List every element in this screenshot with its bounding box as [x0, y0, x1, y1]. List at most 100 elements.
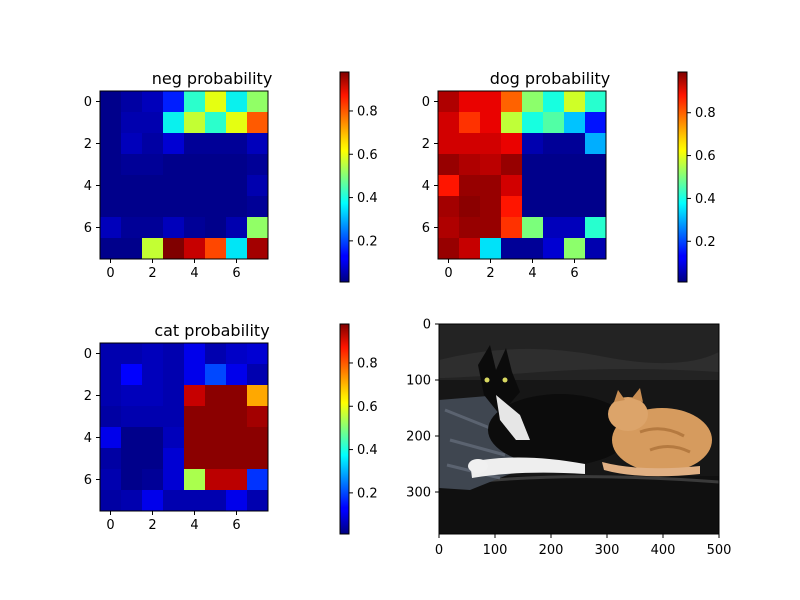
colorbar-tick-label: 0.8	[357, 104, 378, 119]
heatmap-cell	[184, 448, 206, 470]
heatmap-cell	[247, 469, 269, 491]
heatmap-cell	[543, 175, 565, 197]
heatmap-cell	[205, 196, 227, 218]
heatmap-cell	[480, 112, 502, 134]
heatmap-cell	[480, 175, 502, 197]
x-tick-label: 400	[651, 543, 676, 558]
colorbar-tick-label: 0.4	[695, 192, 716, 207]
heatmap-cell	[142, 385, 164, 407]
heatmap-cell	[121, 364, 143, 386]
y-tick-label: 200	[406, 430, 431, 445]
heatmap-cell	[163, 133, 185, 155]
heatmap-cell	[226, 112, 248, 134]
heatmap-cell	[100, 196, 122, 218]
heatmap-cell	[564, 91, 586, 113]
heatmap-cell	[564, 238, 586, 260]
y-tick-label: 2	[84, 137, 92, 152]
cat-ears	[614, 388, 643, 402]
heatmap-cell	[247, 196, 269, 218]
heatmap-cell	[459, 91, 481, 113]
colorbar-tick-label: 0.8	[695, 106, 716, 121]
heatmap-cell	[121, 175, 143, 197]
heatmap-cell	[501, 133, 523, 155]
colorbar-tick-label: 0.4	[357, 443, 378, 458]
heatmap-cell	[184, 196, 206, 218]
heatmap-cell	[163, 175, 185, 197]
heatmap-cell	[121, 427, 143, 449]
cat-head	[608, 397, 648, 431]
heatmap-cell	[205, 154, 227, 176]
cat-stripes	[639, 427, 691, 454]
heatmap-cell	[247, 112, 269, 134]
heatmap-cell	[184, 238, 206, 260]
heatmap-cell	[142, 406, 164, 428]
heatmap-cell	[247, 427, 269, 449]
heatmap-cell	[121, 406, 143, 428]
heatmap-cell	[163, 364, 185, 386]
y-tick-label: 300	[406, 486, 431, 501]
x-tick-label: 4	[528, 266, 536, 281]
x-tick-label: 2	[486, 266, 494, 281]
heatmap-cell	[564, 175, 586, 197]
heatmap-cell	[226, 217, 248, 239]
heatmap-cell	[205, 385, 227, 407]
heatmap-cell	[163, 91, 185, 113]
heatmap-cell	[184, 406, 206, 428]
heatmap-cell	[501, 238, 523, 260]
heatmap-cell	[142, 112, 164, 134]
colorbar-frame	[339, 71, 350, 283]
colorbar-frame	[339, 323, 350, 535]
x-tick-label: 200	[539, 543, 564, 558]
heatmap-cell	[247, 364, 269, 386]
heatmap-cell	[100, 217, 122, 239]
heatmap-cell	[100, 427, 122, 449]
chart-title: neg probability	[152, 69, 273, 88]
colorbar	[340, 324, 349, 534]
heatmap-cell	[522, 91, 544, 113]
heatmap-cell	[121, 343, 143, 365]
heatmap-cell	[121, 238, 143, 260]
x-tick-label: 4	[190, 266, 198, 281]
heatmap-cell	[205, 217, 227, 239]
y-tick-label: 4	[84, 431, 92, 446]
dog-eye-left	[484, 377, 490, 383]
heatmap-cell	[501, 112, 523, 134]
heatmap-cell	[585, 175, 607, 197]
heatmap-cell	[585, 112, 607, 134]
heatmap-cell	[100, 154, 122, 176]
heatmap-cell	[226, 238, 248, 260]
heatmap-cell	[205, 490, 227, 512]
axes-frame	[437, 90, 607, 260]
x-tick-label: 6	[570, 266, 578, 281]
heatmap-cell	[163, 469, 185, 491]
heatmap-cell	[543, 217, 565, 239]
heatmap-cell	[205, 448, 227, 470]
heatmap-cell	[543, 154, 565, 176]
colorbar	[340, 72, 349, 282]
heatmap-cell	[438, 217, 460, 239]
heatmap-cell	[543, 91, 565, 113]
heatmap-cell	[480, 154, 502, 176]
heatmap-cell	[184, 112, 206, 134]
x-tick-label: 0	[106, 518, 114, 533]
heatmap-cell	[163, 112, 185, 134]
heatmap-cell	[121, 385, 143, 407]
heatmap-cell	[121, 217, 143, 239]
heatmap-cell	[184, 91, 206, 113]
heatmap-cell	[100, 112, 122, 134]
heatmap-cell	[247, 175, 269, 197]
heatmap-cell	[121, 196, 143, 218]
heatmap-cell	[121, 91, 143, 113]
heatmap-cell	[142, 196, 164, 218]
heatmap-cell	[247, 91, 269, 113]
axes-frame	[99, 90, 269, 260]
heatmap-cell	[501, 154, 523, 176]
chart-title: dog probability	[490, 69, 611, 88]
y-tick-label: 6	[84, 221, 92, 236]
y-tick-label: 6	[84, 473, 92, 488]
heatmap-cell	[100, 385, 122, 407]
heatmap-cell	[459, 175, 481, 197]
cat-probability-panel: cat probability 0 2 4 6 0 2 4 6 0.2 0.4 0.6 0.8	[84, 321, 378, 535]
x-tick-label: 500	[707, 543, 732, 558]
dog-blaze	[496, 395, 530, 440]
